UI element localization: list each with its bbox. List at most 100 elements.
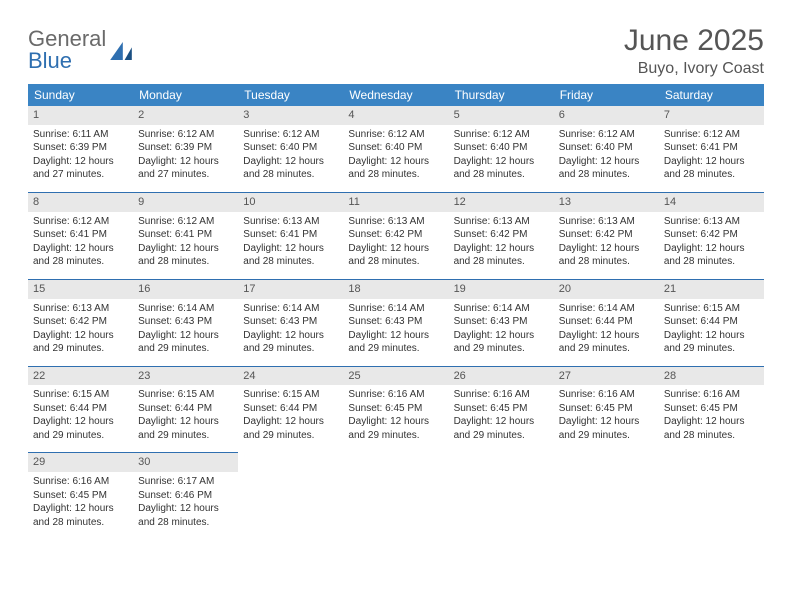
sunset-text: Sunset: 6:44 PM xyxy=(243,402,338,416)
calendar-day-cell: 13Sunrise: 6:13 AMSunset: 6:42 PMDayligh… xyxy=(554,192,659,279)
day-details: Sunrise: 6:16 AMSunset: 6:45 PMDaylight:… xyxy=(449,385,554,452)
day-number: 7 xyxy=(659,106,764,125)
daylight-text: Daylight: 12 hours xyxy=(348,329,443,343)
daylight-text: and 29 minutes. xyxy=(243,429,338,443)
day-number: 2 xyxy=(133,106,238,125)
daylight-text: and 29 minutes. xyxy=(559,342,654,356)
calendar-week-row: 8Sunrise: 6:12 AMSunset: 6:41 PMDaylight… xyxy=(28,192,764,279)
day-number: 23 xyxy=(133,367,238,386)
calendar-page: General Blue June 2025 Buyo, Ivory Coast… xyxy=(0,0,792,563)
sunset-text: Sunset: 6:42 PM xyxy=(559,228,654,242)
daylight-text: and 28 minutes. xyxy=(243,255,338,269)
calendar-day-cell xyxy=(659,453,764,539)
calendar-day-cell: 11Sunrise: 6:13 AMSunset: 6:42 PMDayligh… xyxy=(343,192,448,279)
day-number: 25 xyxy=(343,367,448,386)
calendar-day-cell xyxy=(449,453,554,539)
daylight-text: and 28 minutes. xyxy=(348,255,443,269)
calendar-day-cell: 1Sunrise: 6:11 AMSunset: 6:39 PMDaylight… xyxy=(28,106,133,192)
calendar-day-cell: 3Sunrise: 6:12 AMSunset: 6:40 PMDaylight… xyxy=(238,106,343,192)
sunset-text: Sunset: 6:44 PM xyxy=(138,402,233,416)
location: Buyo, Ivory Coast xyxy=(624,60,764,78)
calendar-week-row: 15Sunrise: 6:13 AMSunset: 6:42 PMDayligh… xyxy=(28,279,764,366)
calendar-day-cell: 26Sunrise: 6:16 AMSunset: 6:45 PMDayligh… xyxy=(449,366,554,453)
logo: General Blue xyxy=(28,28,132,72)
logo-word-2: Blue xyxy=(28,48,72,73)
calendar-day-cell: 22Sunrise: 6:15 AMSunset: 6:44 PMDayligh… xyxy=(28,366,133,453)
sunset-text: Sunset: 6:44 PM xyxy=(33,402,128,416)
weekday-header: Monday xyxy=(133,84,238,106)
calendar-day-cell xyxy=(238,453,343,539)
calendar-day-cell: 21Sunrise: 6:15 AMSunset: 6:44 PMDayligh… xyxy=(659,279,764,366)
daylight-text: and 29 minutes. xyxy=(243,342,338,356)
calendar-day-cell: 16Sunrise: 6:14 AMSunset: 6:43 PMDayligh… xyxy=(133,279,238,366)
calendar-week-row: 1Sunrise: 6:11 AMSunset: 6:39 PMDaylight… xyxy=(28,106,764,192)
day-number: 28 xyxy=(659,367,764,386)
calendar-day-cell: 20Sunrise: 6:14 AMSunset: 6:44 PMDayligh… xyxy=(554,279,659,366)
daylight-text: Daylight: 12 hours xyxy=(664,329,759,343)
sunrise-text: Sunrise: 6:13 AM xyxy=(348,215,443,229)
calendar-day-cell: 9Sunrise: 6:12 AMSunset: 6:41 PMDaylight… xyxy=(133,192,238,279)
day-number: 9 xyxy=(133,193,238,212)
sunrise-text: Sunrise: 6:14 AM xyxy=(138,302,233,316)
calendar-week-row: 29Sunrise: 6:16 AMSunset: 6:45 PMDayligh… xyxy=(28,453,764,539)
calendar-day-cell: 5Sunrise: 6:12 AMSunset: 6:40 PMDaylight… xyxy=(449,106,554,192)
sunrise-text: Sunrise: 6:13 AM xyxy=(243,215,338,229)
daylight-text: Daylight: 12 hours xyxy=(454,329,549,343)
day-details: Sunrise: 6:16 AMSunset: 6:45 PMDaylight:… xyxy=(554,385,659,452)
daylight-text: Daylight: 12 hours xyxy=(33,155,128,169)
day-number: 18 xyxy=(343,280,448,299)
sunrise-text: Sunrise: 6:16 AM xyxy=(454,388,549,402)
sunrise-text: Sunrise: 6:12 AM xyxy=(348,128,443,142)
calendar-day-cell: 29Sunrise: 6:16 AMSunset: 6:45 PMDayligh… xyxy=(28,453,133,539)
sunrise-text: Sunrise: 6:14 AM xyxy=(454,302,549,316)
calendar-day-cell: 2Sunrise: 6:12 AMSunset: 6:39 PMDaylight… xyxy=(133,106,238,192)
daylight-text: and 27 minutes. xyxy=(138,168,233,182)
day-number: 19 xyxy=(449,280,554,299)
calendar-day-cell: 27Sunrise: 6:16 AMSunset: 6:45 PMDayligh… xyxy=(554,366,659,453)
day-details: Sunrise: 6:12 AMSunset: 6:41 PMDaylight:… xyxy=(659,125,764,192)
daylight-text: Daylight: 12 hours xyxy=(138,415,233,429)
sunset-text: Sunset: 6:39 PM xyxy=(138,141,233,155)
day-number: 16 xyxy=(133,280,238,299)
day-number: 4 xyxy=(343,106,448,125)
sunset-text: Sunset: 6:40 PM xyxy=(454,141,549,155)
daylight-text: Daylight: 12 hours xyxy=(454,155,549,169)
daylight-text: and 29 minutes. xyxy=(454,342,549,356)
sunset-text: Sunset: 6:39 PM xyxy=(33,141,128,155)
calendar-day-cell xyxy=(554,453,659,539)
day-details: Sunrise: 6:14 AMSunset: 6:43 PMDaylight:… xyxy=(133,299,238,366)
daylight-text: Daylight: 12 hours xyxy=(138,242,233,256)
sunset-text: Sunset: 6:44 PM xyxy=(664,315,759,329)
day-number: 6 xyxy=(554,106,659,125)
daylight-text: Daylight: 12 hours xyxy=(33,329,128,343)
day-number: 14 xyxy=(659,193,764,212)
daylight-text: and 29 minutes. xyxy=(138,342,233,356)
daylight-text: Daylight: 12 hours xyxy=(33,242,128,256)
sunset-text: Sunset: 6:42 PM xyxy=(454,228,549,242)
day-details: Sunrise: 6:12 AMSunset: 6:40 PMDaylight:… xyxy=(238,125,343,192)
title-block: June 2025 Buyo, Ivory Coast xyxy=(624,24,764,78)
daylight-text: Daylight: 12 hours xyxy=(243,329,338,343)
calendar-day-cell: 24Sunrise: 6:15 AMSunset: 6:44 PMDayligh… xyxy=(238,366,343,453)
day-details: Sunrise: 6:17 AMSunset: 6:46 PMDaylight:… xyxy=(133,472,238,539)
sunrise-text: Sunrise: 6:12 AM xyxy=(138,215,233,229)
daylight-text: and 28 minutes. xyxy=(664,255,759,269)
weekday-header: Sunday xyxy=(28,84,133,106)
day-number: 15 xyxy=(28,280,133,299)
day-number: 1 xyxy=(28,106,133,125)
sunrise-text: Sunrise: 6:14 AM xyxy=(243,302,338,316)
day-details: Sunrise: 6:13 AMSunset: 6:41 PMDaylight:… xyxy=(238,212,343,279)
calendar-day-cell: 10Sunrise: 6:13 AMSunset: 6:41 PMDayligh… xyxy=(238,192,343,279)
weekday-header: Wednesday xyxy=(343,84,448,106)
weekday-header: Thursday xyxy=(449,84,554,106)
daylight-text: and 29 minutes. xyxy=(559,429,654,443)
day-number: 30 xyxy=(133,453,238,472)
sunrise-text: Sunrise: 6:12 AM xyxy=(33,215,128,229)
daylight-text: and 28 minutes. xyxy=(559,168,654,182)
weekday-header: Saturday xyxy=(659,84,764,106)
sunset-text: Sunset: 6:45 PM xyxy=(348,402,443,416)
daylight-text: Daylight: 12 hours xyxy=(559,155,654,169)
sunrise-text: Sunrise: 6:15 AM xyxy=(243,388,338,402)
daylight-text: and 29 minutes. xyxy=(138,429,233,443)
calendar-day-cell: 30Sunrise: 6:17 AMSunset: 6:46 PMDayligh… xyxy=(133,453,238,539)
